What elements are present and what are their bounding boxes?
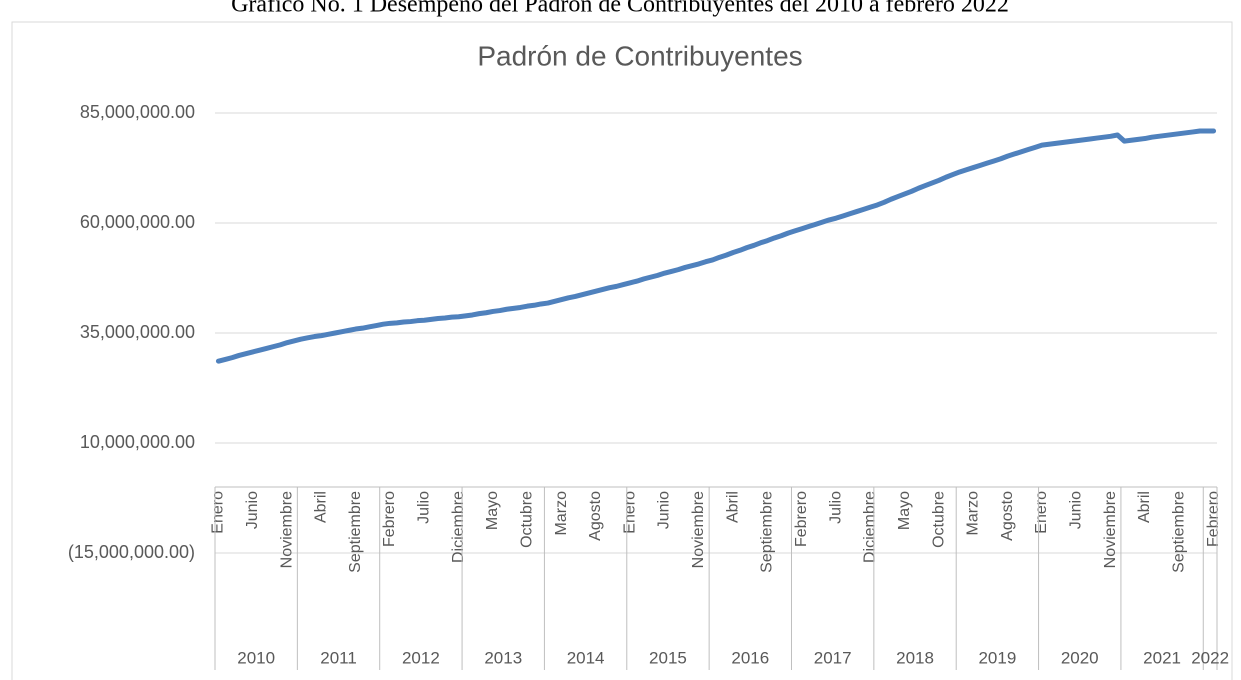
x-tick-label: Junio — [244, 491, 261, 529]
chart-frame — [11, 21, 1233, 680]
y-tick-label: 10,000,000.00 — [80, 432, 195, 452]
year-label: 2012 — [402, 648, 440, 667]
x-tick-label: Febrero — [1205, 491, 1222, 547]
x-tick-label: Junio — [1068, 491, 1085, 529]
chart-title: Padrón de Contribuyentes — [477, 40, 802, 71]
year-label: 2017 — [814, 648, 852, 667]
x-tick-label: Octubre — [518, 491, 535, 548]
x-tick-label: Abril — [724, 491, 741, 523]
year-label: 2011 — [320, 648, 357, 667]
year-label: 2022 — [1191, 648, 1229, 667]
y-tick-label: 60,000,000.00 — [80, 212, 195, 232]
x-tick-label: Junio — [656, 491, 673, 529]
x-tick-label: Marzo — [965, 491, 982, 536]
x-tick-label: Febrero — [793, 491, 810, 547]
page-header: Gráfico No. 1 Desempeño del Padrón de Co… — [231, 0, 1009, 18]
x-tick-label: Enero — [621, 491, 638, 534]
x-tick-label: Septiembre — [1170, 491, 1187, 573]
x-tick-label: Julio — [827, 491, 844, 524]
data-line — [215, 128, 1217, 364]
x-tick-label: Octubre — [930, 491, 947, 548]
y-tick-label: 35,000,000.00 — [80, 322, 195, 342]
year-label: 2014 — [567, 648, 605, 667]
x-tick-label: Marzo — [553, 491, 570, 536]
x-tick-label: Noviembre — [1102, 491, 1119, 568]
year-label: 2010 — [237, 648, 275, 667]
x-tick-label: Abril — [1136, 491, 1153, 523]
x-tick-label: Julio — [416, 491, 433, 524]
x-tick-label: Febrero — [381, 491, 398, 547]
x-tick-label: Mayo — [896, 491, 913, 530]
x-tick-label: Diciembre — [450, 491, 467, 563]
x-tick-label: Noviembre — [690, 491, 707, 568]
x-tick-label: Noviembre — [278, 491, 295, 568]
year-label: 2018 — [896, 648, 934, 667]
year-label: 2013 — [484, 648, 522, 667]
x-tick-label: Agosto — [999, 491, 1016, 541]
year-label: 2019 — [978, 648, 1016, 667]
x-tick-label: Enero — [1033, 491, 1050, 534]
x-tick-label: Mayo — [484, 491, 501, 530]
year-label: 2020 — [1061, 648, 1099, 667]
x-tick-label: Septiembre — [347, 491, 364, 573]
y-tick-label: (15,000,000.00) — [68, 542, 195, 562]
x-tick-label: Septiembre — [759, 491, 776, 573]
x-tick-label: Abril — [313, 491, 330, 523]
year-label: 2021 — [1143, 648, 1181, 667]
year-label: 2016 — [731, 648, 769, 667]
y-tick-label: 85,000,000.00 — [80, 102, 195, 122]
year-label: 2015 — [649, 648, 687, 667]
x-tick-label: Diciembre — [862, 491, 879, 563]
x-tick-label: Enero — [210, 491, 227, 534]
x-tick-label: Agosto — [587, 491, 604, 541]
